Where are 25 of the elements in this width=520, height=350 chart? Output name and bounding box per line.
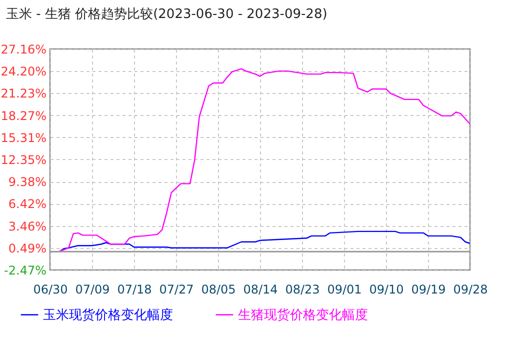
x-tick-label: 09/10 — [369, 282, 404, 296]
x-tick-label: 07/09 — [75, 282, 110, 296]
x-tick-label: 09/19 — [411, 282, 446, 296]
y-tick-label: 15.31% — [0, 130, 46, 145]
y-tick-label: 24.20% — [0, 64, 46, 79]
x-tick-label: 08/05 — [201, 282, 236, 296]
legend-label: 生猪现货价格变化幅度 — [238, 306, 368, 323]
y-tick-label: 27.16% — [0, 42, 46, 56]
y-tick-label: 6.42% — [8, 197, 46, 212]
x-tick-label: 07/27 — [159, 282, 194, 296]
y-tick-label: 12.35% — [0, 152, 46, 167]
x-tick-label: 06/30 — [33, 282, 68, 296]
x-tick-label: 08/14 — [243, 282, 278, 296]
x-tick-label: 07/18 — [117, 282, 152, 296]
legend-label: 玉米现货价格变化幅度 — [43, 306, 173, 323]
chart-title: 玉米 - 生猪 价格趋势比较(2023-06-30 - 2023-09-28) — [6, 7, 328, 22]
x-tick-label: 09/28 — [453, 282, 488, 296]
y-tick-label: -2.47% — [4, 264, 46, 278]
y-tick-label: 21.23% — [0, 86, 46, 101]
x-tick-label: 08/23 — [285, 282, 320, 296]
y-tick-label: 18.27% — [0, 108, 46, 123]
x-tick-label: 09/01 — [327, 282, 362, 296]
y-tick-label: 0.49% — [8, 241, 46, 256]
y-tick-label: 9.38% — [8, 175, 46, 190]
y-tick-label: 3.46% — [8, 219, 46, 234]
